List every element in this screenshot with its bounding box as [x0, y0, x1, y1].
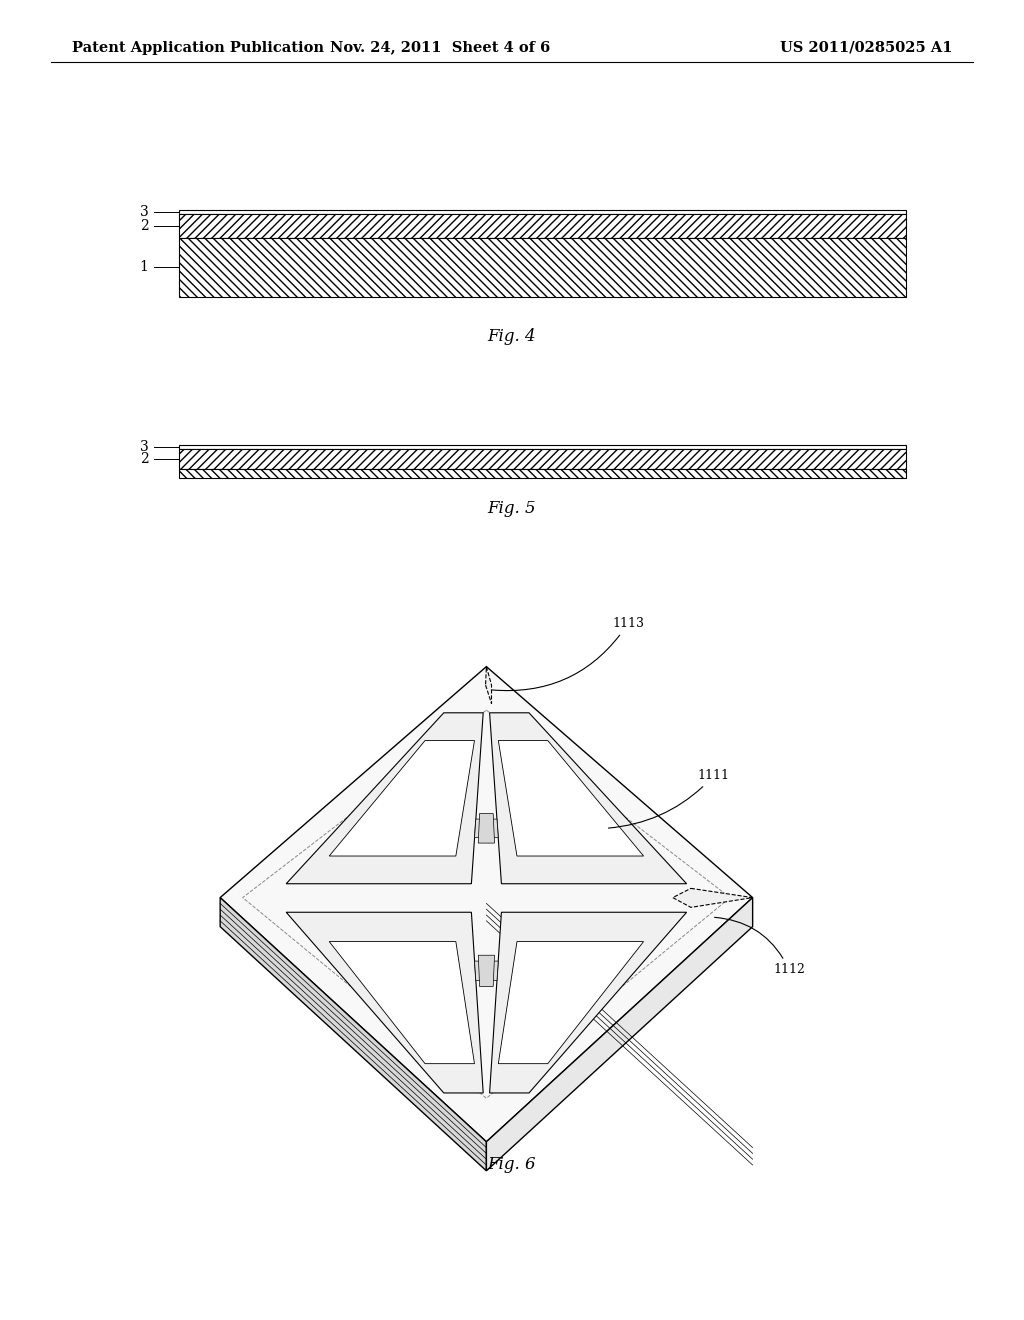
Text: 3: 3	[139, 205, 148, 219]
Polygon shape	[220, 898, 486, 1171]
Polygon shape	[286, 713, 483, 884]
Polygon shape	[474, 961, 499, 981]
Text: Fig. 6: Fig. 6	[487, 1156, 537, 1172]
Polygon shape	[673, 888, 753, 907]
Polygon shape	[489, 912, 687, 1093]
Text: Nov. 24, 2011  Sheet 4 of 6: Nov. 24, 2011 Sheet 4 of 6	[330, 41, 551, 54]
Polygon shape	[478, 956, 495, 986]
Polygon shape	[478, 813, 495, 843]
Polygon shape	[474, 818, 499, 837]
Text: Fig. 4: Fig. 4	[487, 329, 537, 345]
Bar	[179, 445, 906, 449]
Polygon shape	[329, 941, 474, 1064]
Text: 1: 1	[139, 260, 148, 275]
Text: 1113: 1113	[492, 618, 644, 690]
Polygon shape	[286, 912, 483, 1093]
Polygon shape	[485, 667, 492, 704]
Polygon shape	[499, 941, 644, 1064]
Text: Fig. 5: Fig. 5	[487, 500, 537, 516]
Polygon shape	[489, 713, 687, 884]
Text: 2: 2	[139, 219, 148, 232]
Text: US 2011/0285025 A1: US 2011/0285025 A1	[780, 41, 952, 54]
Text: Patent Application Publication: Patent Application Publication	[72, 41, 324, 54]
Polygon shape	[329, 741, 474, 857]
Text: 1111: 1111	[608, 770, 730, 828]
Polygon shape	[499, 741, 644, 857]
Bar	[179, 210, 906, 214]
Bar	[179, 238, 906, 297]
Bar	[179, 449, 906, 469]
Text: 1112: 1112	[715, 917, 805, 977]
Bar	[179, 469, 906, 478]
Polygon shape	[220, 667, 753, 1142]
Polygon shape	[486, 898, 753, 1171]
Text: 2: 2	[139, 451, 148, 466]
Text: 3: 3	[139, 440, 148, 454]
Bar	[179, 214, 906, 238]
